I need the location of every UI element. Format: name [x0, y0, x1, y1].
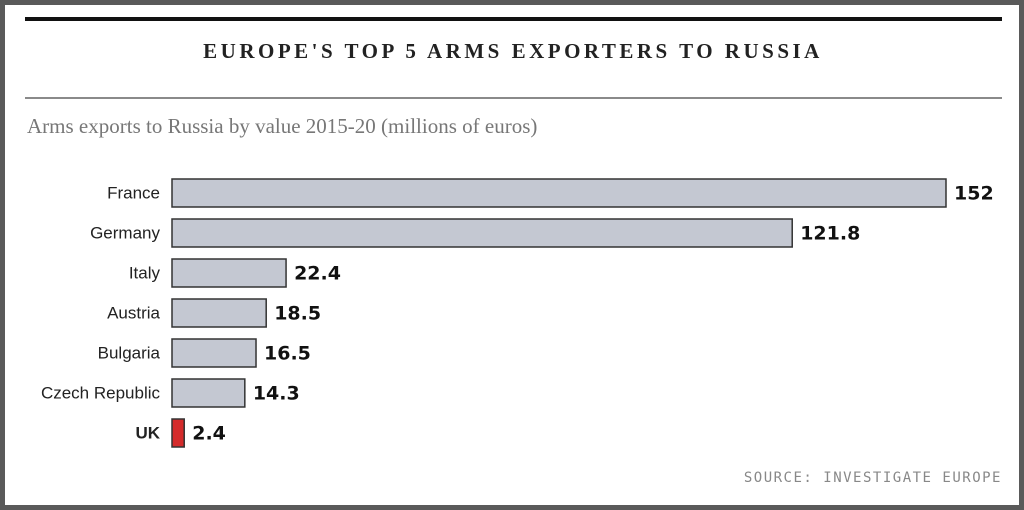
bar [171, 378, 246, 408]
category-label: UK [135, 423, 160, 442]
category-label: Bulgaria [98, 343, 161, 362]
value-label: 18.5 [274, 303, 321, 325]
value-label: 121.8 [800, 223, 860, 245]
bar [171, 178, 947, 208]
bar [171, 418, 185, 448]
category-label: Germany [90, 223, 160, 242]
bar [171, 298, 267, 328]
category-label: Italy [129, 263, 161, 282]
source: SOURCE: INVESTIGATE EUROPE [744, 470, 1002, 486]
bar [171, 218, 793, 248]
value-label: 16.5 [264, 343, 311, 365]
chart-title: EUROPE'S TOP 5 ARMS EXPORTERS TO RUSSIA [203, 39, 823, 63]
category-label: France [107, 183, 160, 202]
value-label: 152 [954, 183, 994, 205]
category-label: Czech Republic [41, 383, 161, 402]
bar [171, 338, 257, 368]
chart-subtitle: Arms exports to Russia by value 2015-20 … [27, 114, 537, 138]
value-label: 22.4 [294, 263, 341, 285]
category-label: Austria [107, 303, 160, 322]
value-label: 2.4 [192, 423, 226, 445]
bar [171, 258, 287, 288]
value-label: 14.3 [253, 383, 300, 405]
